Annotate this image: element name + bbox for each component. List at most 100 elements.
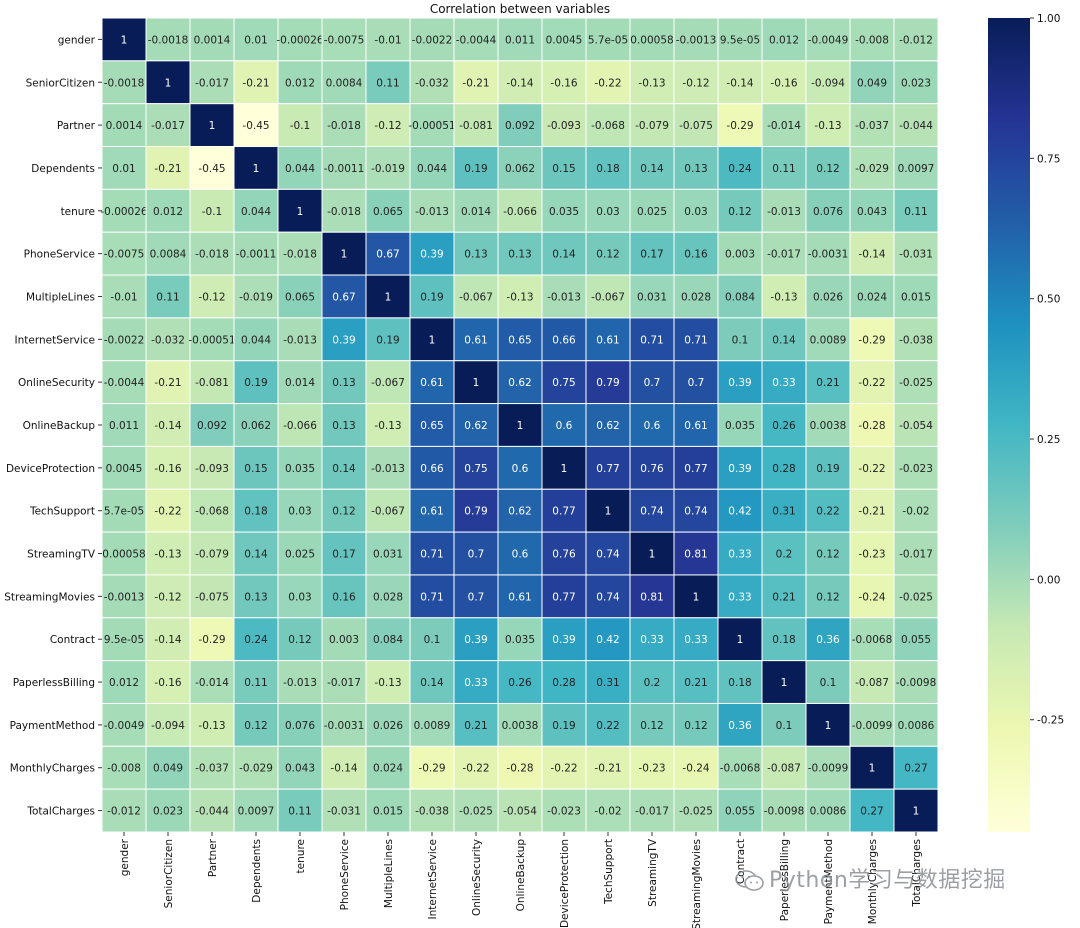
cell-value-label: -0.22 [462,763,489,775]
cell-value-label: 0.39 [420,249,443,261]
heatmap-cell [409,488,455,533]
cell-value-label: -0.0049 [808,34,849,46]
heatmap-cell [365,146,411,190]
cell-value-label: 1 [693,591,700,603]
cell-value-label: 0.6 [644,420,661,432]
heatmap-cell [585,660,631,704]
cell-value-label: -0.16 [770,77,797,89]
cell-value-label: -0.0018 [148,34,189,46]
cell-value-label: 0.035 [505,634,535,646]
cell-value-label: 0.74 [596,549,620,561]
cell-value-label: 0.00058 [102,549,145,561]
heatmap-cell [497,60,543,105]
cell-value-label: 0.71 [640,334,663,346]
cell-value-label: 0.18 [596,163,619,175]
cell-value-label: 0.36 [816,634,840,646]
heatmap-cell [717,103,763,148]
cell-value-label: 1 [649,549,656,561]
cell-value-label: 0.71 [420,549,443,561]
cell-value-label: 0.11 [376,77,399,89]
chart-title: Correlation between variables [430,2,610,16]
cell-value-label: 0.12 [332,506,355,518]
heatmap-cell [585,788,631,833]
cell-value-label: -0.22 [594,77,621,89]
cell-value-label: -0.067 [371,377,405,389]
cell-value-label: 0.043 [857,206,887,218]
heatmap-cell [585,445,631,490]
cell-value-label: 0.028 [373,591,403,603]
heatmap-cell [673,17,719,62]
heatmap-cell [101,231,147,276]
heatmap-cell [409,702,455,747]
cell-value-label: -0.21 [462,77,489,89]
y-tick-label: PaperlessBilling [13,677,95,689]
y-tick-label: Dependents [31,163,95,175]
colorbar: 1.00 0.75 0.50 0.25 0.00 -0.25 [988,13,1064,832]
cell-value-label: 0.012 [769,34,799,46]
heatmap-cell [585,146,631,190]
heatmap-cell [453,103,499,148]
cell-value-label: -0.0068 [720,763,761,775]
x-tick-label: TotalCharges [911,839,923,908]
heatmap-cell [585,188,631,233]
cell-value-label: 0.025 [285,549,315,561]
cell-value-label: 0.011 [109,420,139,432]
heatmap-cell [277,274,323,319]
heatmap-cell [893,574,939,619]
cell-value-label: 0.11 [772,163,795,175]
cell-value-label: -0.037 [195,763,229,775]
cell-value-label: 1 [737,634,744,646]
cell-value-label: 1 [165,77,172,89]
heatmap-cell [673,660,719,704]
cell-value-label: 0.044 [417,163,447,175]
heatmap-cell [893,488,939,533]
cell-value-label: 0.31 [596,677,619,689]
cell-value-label: 0.076 [285,720,315,732]
cell-value-label: 0.33 [640,634,663,646]
cell-value-label: -0.017 [767,249,801,261]
heatmap-cell [717,274,763,319]
heatmap-cell [541,146,587,190]
cell-value-label: -0.017 [635,806,669,818]
x-axis-labels: gender SeniorCitizen Partner Dependents tenu… [119,832,923,928]
cell-value-label: 0.26 [772,420,796,432]
heatmap-cell [849,17,895,62]
cell-value-label: 0.01 [112,163,135,175]
heatmap-cell [145,274,191,319]
heatmap-cell [893,274,939,319]
cell-value-label: 0.015 [373,806,403,818]
cell-value-label: -0.21 [242,77,269,89]
heatmap-cell [453,360,499,405]
cell-value-label: 0.61 [508,591,531,603]
heatmap-cell [893,745,939,790]
y-tick-label: Contract [50,634,95,646]
heatmap-cell [893,531,939,576]
heatmap-cell [145,531,191,576]
cell-value-label: 0.0097 [898,163,935,175]
cell-value-label: 0.003 [725,249,755,261]
cell-value-label: -0.14 [154,420,181,432]
cell-value-label: -0.013 [415,206,449,218]
cell-value-label: 0.023 [153,806,183,818]
cell-value-label: -0.1 [202,206,223,218]
cell-value-label: 0.0089 [414,720,451,732]
heatmap-cell [321,188,367,233]
cell-value-label: 0.71 [420,591,443,603]
cell-value-label: 0.18 [772,634,795,646]
heatmap-cell [145,146,191,190]
cell-value-label: -0.24 [682,763,709,775]
cell-value-label: 0.21 [684,677,707,689]
cell-value-label: -0.087 [767,763,801,775]
cell-value-label: 0.035 [549,206,579,218]
cell-value-label: -0.018 [327,120,361,132]
heatmap-cell [673,788,719,833]
cell-value-label: -0.12 [682,77,709,89]
cell-value-label: -0.12 [198,291,225,303]
cell-value-label: -0.023 [547,806,581,818]
cell-value-label: -0.094 [811,77,845,89]
cell-value-label: 0.39 [728,463,751,475]
cell-value-label: 0.1 [820,677,837,689]
heatmap-cell [321,445,367,490]
cell-value-label: 0.67 [332,291,355,303]
